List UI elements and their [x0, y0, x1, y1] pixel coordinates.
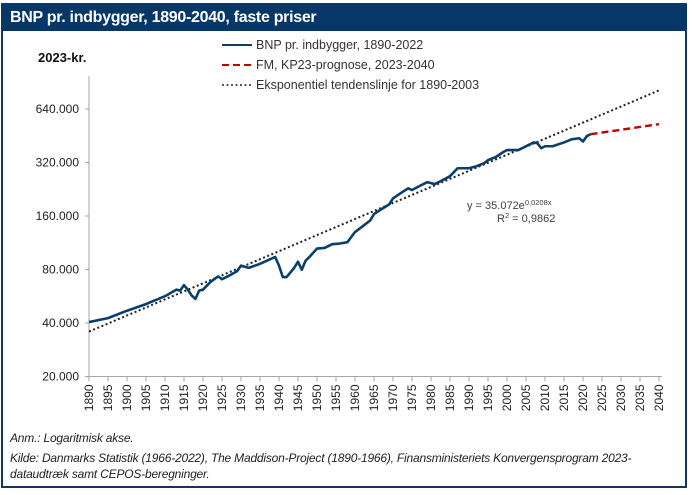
legend: BNP pr. indbygger, 1890-2022 FM, KP23-pro… — [222, 38, 479, 92]
x-tick-label: 2000 — [500, 384, 514, 411]
x-tick-label: 1975 — [405, 384, 419, 411]
y-tick-label: 40.000 — [42, 316, 79, 330]
y-tick-label: 640.000 — [36, 102, 80, 116]
x-tick-label: 2025 — [595, 384, 609, 411]
x-tick-label: 1915 — [177, 384, 191, 411]
x-tick-label: 1950 — [310, 384, 324, 411]
x-tick-label: 1935 — [253, 384, 267, 411]
x-tick-label: 1910 — [158, 384, 172, 411]
legend-label: FM, KP23-prognose, 2023-2040 — [256, 58, 435, 72]
legend-label: Eksponentiel tendenslinje for 1890-2003 — [256, 78, 479, 92]
trend-r-squared: R2 = 0,9862 — [497, 211, 555, 225]
x-tick-label: 2015 — [557, 384, 571, 411]
x-tick-label: 2035 — [633, 384, 647, 411]
series-line-dashed — [590, 122, 660, 136]
footnote-source-line1: Kilde: Danmarks Statistik (1966-2022), T… — [10, 451, 632, 465]
x-tick-label: 1955 — [329, 384, 343, 411]
x-tick-label: 2005 — [519, 384, 533, 411]
chart-title: BNP pr. indbygger, 1890-2040, faste pris… — [2, 5, 686, 31]
y-tick-label: 160.000 — [36, 209, 80, 223]
chart-frame — [1, 3, 687, 488]
trend-equation: y = 35.072e0,0208x — [467, 198, 552, 212]
y-tick-label: 320.000 — [36, 156, 80, 170]
x-tick-label: 1965 — [367, 384, 381, 411]
x-tick-label: 1990 — [462, 384, 476, 411]
y-tick-label: 20.000 — [42, 370, 79, 384]
x-tick-label: 1995 — [481, 384, 495, 411]
x-tick-label: 1960 — [348, 384, 362, 411]
legend-label: BNP pr. indbygger, 1890-2022 — [256, 38, 423, 52]
x-tick-label: 1945 — [291, 384, 305, 411]
x-tick-label: 1970 — [386, 384, 400, 411]
x-tick-label: 1920 — [196, 384, 210, 411]
series-line-dotted — [88, 89, 660, 333]
x-tick-label: 2040 — [652, 384, 666, 411]
x-tick-label: 2010 — [538, 384, 552, 411]
x-axis: 1890 1895 1900 1905 1910 1915 1920 1925 1930 1935… — [82, 376, 666, 411]
y-axis: 20.000 40.000 80.000 160.000 320.000 640.000 — [36, 76, 90, 384]
x-tick-label: 1925 — [215, 384, 229, 411]
footnote-source-line2: dataudtræk samt CEPOS-beregninger. — [10, 467, 210, 481]
x-tick-label: 1905 — [139, 384, 153, 411]
x-tick-label: 2020 — [576, 384, 590, 411]
trend-annotation: y = 35.072e0,0208x R2 = 0,9862 — [467, 198, 555, 225]
series-group — [88, 89, 660, 333]
x-tick-label: 1930 — [234, 384, 248, 411]
x-tick-label: 1900 — [120, 384, 134, 411]
x-tick-label: 2030 — [614, 384, 628, 411]
y-axis-unit-label: 2023-kr. — [38, 50, 87, 65]
x-tick-label: 1895 — [101, 384, 115, 411]
footnote-annotation: Anm.: Logaritmisk akse. — [10, 431, 134, 445]
y-tick-label: 80.000 — [42, 263, 79, 277]
x-tick-label: 1890 — [82, 384, 96, 411]
x-tick-label: 1940 — [272, 384, 286, 411]
x-tick-label: 1985 — [443, 384, 457, 411]
series-line-solid — [88, 133, 592, 324]
x-tick-label: 1980 — [424, 384, 438, 411]
